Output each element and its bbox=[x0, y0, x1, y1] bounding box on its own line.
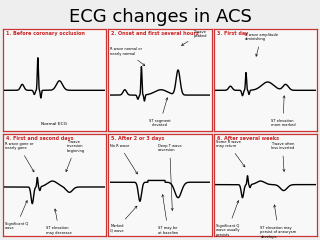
Text: T wave
peaked: T wave peaked bbox=[181, 30, 207, 45]
Text: T wave
inversion
beginning: T wave inversion beginning bbox=[66, 139, 85, 172]
Text: ECG changes in ACS: ECG changes in ACS bbox=[68, 8, 252, 26]
Text: 4. First and second days: 4. First and second days bbox=[6, 136, 73, 141]
Text: ST elevation may
persist of aneurysm
develops: ST elevation may persist of aneurysm dev… bbox=[260, 205, 297, 239]
Text: R wave gone or
nearly gone: R wave gone or nearly gone bbox=[4, 142, 34, 172]
Text: Significant Q
wave usually
persists: Significant Q wave usually persists bbox=[216, 201, 239, 237]
Text: Some R wave
may return: Some R wave may return bbox=[216, 140, 245, 167]
Text: 2. Onset and first several hours: 2. Onset and first several hours bbox=[111, 31, 199, 36]
Text: Significant Q
wave: Significant Q wave bbox=[4, 201, 28, 230]
Text: 1. Before coronary occlusion: 1. Before coronary occlusion bbox=[6, 31, 84, 36]
Text: Normal ECG: Normal ECG bbox=[41, 122, 68, 126]
Text: R wave normal or
nearly normal: R wave normal or nearly normal bbox=[110, 47, 145, 66]
Text: R wave amplitude
diminishing: R wave amplitude diminishing bbox=[245, 33, 278, 56]
Text: Marked
Q wave: Marked Q wave bbox=[110, 206, 137, 233]
Text: ST segment
elevated: ST segment elevated bbox=[149, 98, 171, 127]
Text: ST elevation
more marked: ST elevation more marked bbox=[271, 96, 295, 127]
Text: ST may be
at baseline: ST may be at baseline bbox=[158, 195, 178, 234]
Text: 6. After several weeks: 6. After several weeks bbox=[217, 136, 279, 141]
Text: ST elevation
may decrease: ST elevation may decrease bbox=[46, 209, 72, 234]
Text: Deep T wave
coversion: Deep T wave coversion bbox=[158, 144, 181, 210]
Text: T wave often
less inverted: T wave often less inverted bbox=[271, 142, 294, 171]
Text: No R wave: No R wave bbox=[110, 144, 138, 174]
Text: 5. After 2 or 3 days: 5. After 2 or 3 days bbox=[111, 136, 164, 141]
Text: 3. First day: 3. First day bbox=[217, 31, 248, 36]
